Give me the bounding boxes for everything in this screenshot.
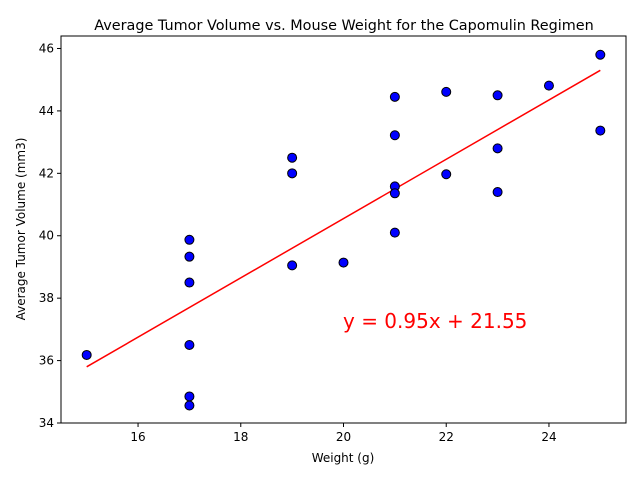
x-axis: 16 18 20 22 24	[130, 423, 557, 444]
plot-area	[81, 49, 606, 411]
plot-frame	[60, 35, 627, 424]
data-point	[441, 86, 452, 97]
data-point	[492, 90, 503, 101]
data-point	[389, 130, 400, 141]
data-point	[287, 152, 298, 163]
data-point	[184, 391, 195, 402]
data-point	[389, 91, 400, 102]
y-tick-label: 40	[39, 229, 54, 243]
x-tick-label: 22	[439, 430, 454, 444]
data-point	[81, 349, 92, 360]
y-tick-label: 36	[39, 354, 54, 368]
regression-equation: y = 0.95x + 21.55	[343, 309, 527, 333]
regression-line	[86, 69, 601, 368]
data-point	[184, 400, 195, 411]
data-point	[389, 227, 400, 238]
x-tick-label: 16	[130, 430, 145, 444]
y-axis: 34 36 38 40 42 44 46	[39, 41, 61, 430]
y-tick-label: 44	[39, 104, 54, 118]
chart-title: Average Tumor Volume vs. Mouse Weight fo…	[94, 18, 593, 34]
data-point	[595, 49, 606, 60]
data-point	[287, 168, 298, 179]
data-point	[389, 188, 400, 199]
y-tick-label: 38	[39, 291, 54, 305]
y-axis-label: Average Tumor Volume (mm3)	[14, 138, 28, 321]
data-point	[543, 80, 554, 91]
data-point	[441, 169, 452, 180]
data-point	[184, 251, 195, 262]
data-point	[184, 277, 195, 288]
data-point	[492, 143, 503, 154]
y-tick-label: 34	[39, 416, 54, 430]
x-axis-label: Weight (g)	[312, 451, 375, 465]
data-point	[338, 257, 349, 268]
data-point	[595, 125, 606, 136]
data-point	[184, 339, 195, 350]
x-tick-label: 24	[541, 430, 556, 444]
y-tick-label: 42	[39, 166, 54, 180]
y-tick-label: 46	[39, 41, 54, 55]
data-point	[287, 260, 298, 271]
data-point	[184, 234, 195, 245]
x-tick-label: 18	[233, 430, 248, 444]
data-point	[492, 187, 503, 198]
x-tick-label: 20	[336, 430, 351, 444]
